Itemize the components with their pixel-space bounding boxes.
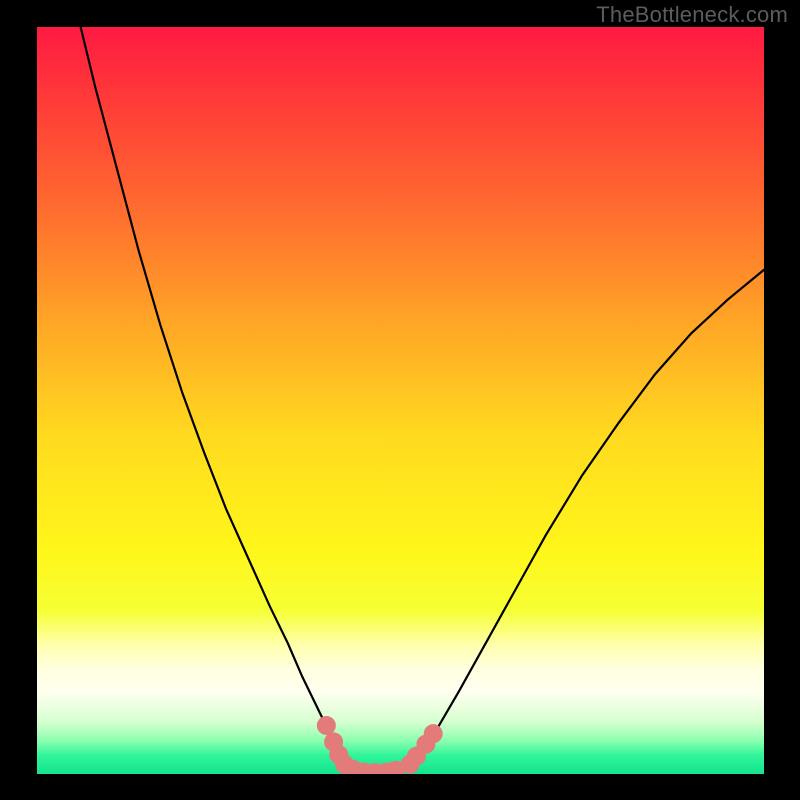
marker-dot (317, 716, 335, 734)
curve-right (393, 270, 764, 773)
plot-svg (37, 27, 764, 774)
plot-area (37, 27, 764, 774)
stage: TheBottleneck.com (0, 0, 800, 800)
watermark-text: TheBottleneck.com (596, 2, 788, 28)
marker-dot (424, 725, 442, 743)
curve-left (81, 27, 365, 773)
